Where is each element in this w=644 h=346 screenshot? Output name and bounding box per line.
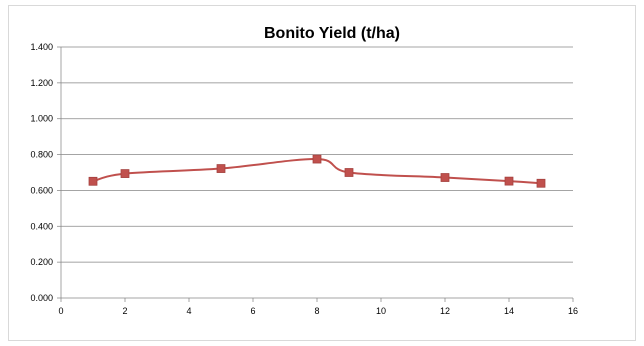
series-line-0 [92, 158, 542, 185]
y-tick-label: 1.200 [30, 78, 53, 88]
data-point-1 [120, 169, 130, 178]
x-tick-label: 10 [376, 306, 386, 316]
x-tick-label: 4 [186, 306, 191, 316]
x-tick-label: 0 [58, 306, 63, 316]
data-point-0 [88, 176, 98, 186]
data-point-6 [504, 176, 514, 186]
y-tick-label: 0.600 [30, 185, 53, 195]
x-tick-label: 2 [122, 306, 127, 316]
data-point-5 [440, 173, 450, 182]
axes [57, 46, 574, 302]
x-tick-label: 14 [504, 306, 514, 316]
data-point-3 [312, 154, 322, 164]
x-tick-label: 6 [250, 306, 255, 316]
tick-labels: 0.000 0.200 0.400 0.600 0.800 1.000 1.200 1.400… [30, 42, 578, 316]
data-point-7 [536, 178, 546, 188]
y-tick-label: 1.000 [30, 114, 53, 124]
data-point-2 [216, 164, 226, 173]
y-tick-label: 0.800 [30, 150, 53, 160]
chart-area [8, 5, 636, 341]
y-tick-label: 0.400 [30, 221, 53, 231]
y-tick-label: 1.400 [30, 42, 53, 52]
data-point-4 [344, 168, 354, 177]
y-tick-label: 0.200 [30, 257, 53, 267]
gridlines [61, 46, 573, 263]
chart-title: Bonito Yield (t/ha) [264, 25, 400, 42]
x-tick-label: 8 [314, 306, 319, 316]
series-layer [88, 154, 546, 188]
x-tick-label: 12 [440, 306, 450, 316]
y-tick-label: 0.000 [30, 293, 53, 303]
x-tick-label: 16 [568, 306, 578, 316]
